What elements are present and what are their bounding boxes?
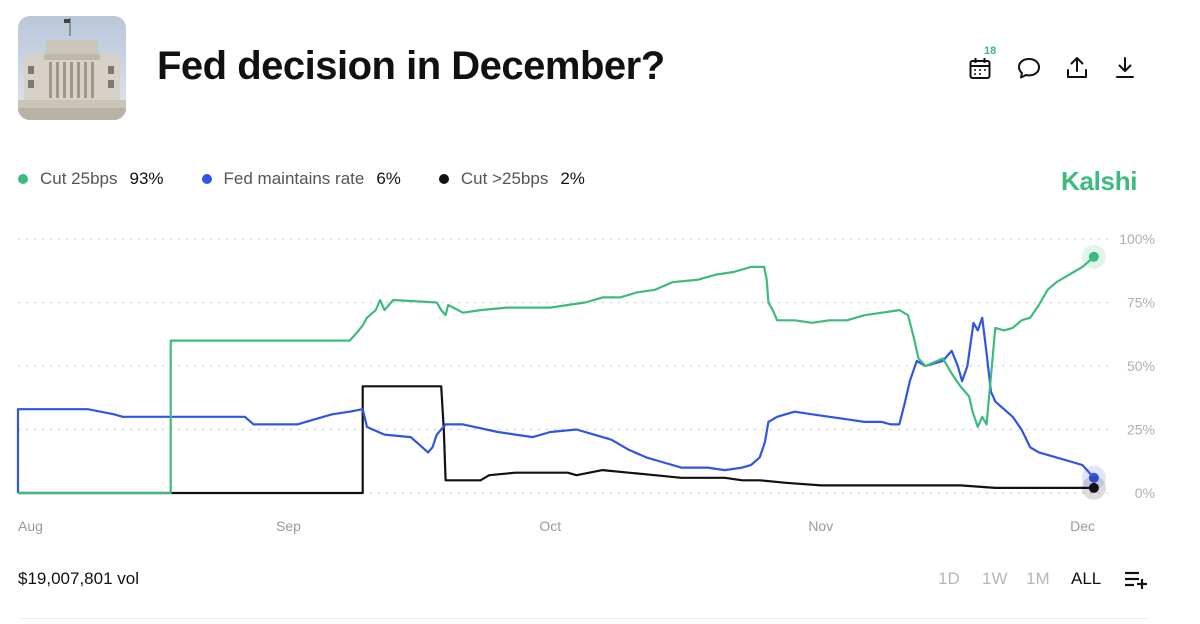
download-button[interactable] <box>1111 54 1139 82</box>
x-tick-label: Dec <box>1070 518 1095 534</box>
series-line-cut-25bps <box>18 255 1095 495</box>
legend-item-fed-maintains-rate[interactable]: Fed maintains rate 6% <box>201 169 401 189</box>
market-thumbnail <box>18 16 126 120</box>
add-to-list-button[interactable] <box>1123 567 1149 591</box>
series-line-fed-maintains-rate <box>16 316 1095 493</box>
end-marker <box>1088 251 1099 262</box>
federal-reserve-building-image <box>18 16 126 120</box>
legend-dot <box>18 174 28 184</box>
legend-label: Cut >25bps <box>460 169 549 188</box>
chart-legend: Cut 25bps 93% Fed maintains rate 6% Cut … <box>18 169 623 189</box>
comments-button[interactable] <box>1015 54 1043 82</box>
y-tick-label: 25% <box>1127 422 1155 438</box>
probability-chart[interactable]: 0% 25% 50% 75% 100% Aug Sep Oct Nov Dec <box>0 220 1200 545</box>
series-line-cut-25bps <box>18 385 1094 495</box>
page-title: Fed decision in December? <box>157 44 665 88</box>
legend-item-cut-over-25bps[interactable]: Cut >25bps 2% <box>438 169 585 189</box>
share-icon <box>1067 57 1087 78</box>
x-tick-label: Nov <box>808 518 833 534</box>
range-1d[interactable]: 1D <box>938 569 960 588</box>
legend-item-cut-25bps[interactable]: Cut 25bps 93% <box>18 169 164 189</box>
legend-label: Fed maintains rate <box>223 169 365 188</box>
share-button[interactable] <box>1063 54 1091 82</box>
y-tick-label: 50% <box>1127 358 1155 374</box>
y-tick-label: 100% <box>1119 231 1155 247</box>
x-tick-label: Oct <box>539 518 561 534</box>
legend-value: 6% <box>376 169 401 188</box>
brand-logo[interactable]: Kalshi <box>1061 166 1138 196</box>
legend-value: 93% <box>129 169 164 188</box>
calendar-button[interactable]: 18 <box>966 45 996 82</box>
y-tick-label: 0% <box>1135 485 1155 501</box>
download-icon <box>1116 57 1134 78</box>
legend-value: 2% <box>560 169 585 188</box>
end-marker <box>1088 482 1099 493</box>
x-tick-label: Sep <box>276 518 301 534</box>
range-all[interactable]: ALL <box>1071 569 1102 588</box>
divider <box>18 618 1148 619</box>
end-marker <box>1088 472 1099 483</box>
y-tick-label: 75% <box>1127 295 1155 311</box>
calendar-icon <box>969 58 991 79</box>
legend-dot <box>201 174 212 184</box>
playlist-add-icon <box>1125 571 1147 589</box>
comment-icon <box>1018 58 1040 79</box>
volume-label: $19,007,801 vol <box>18 569 139 588</box>
legend-label: Cut 25bps <box>40 169 118 188</box>
calendar-badge: 18 <box>984 45 997 57</box>
range-1w[interactable]: 1W <box>982 569 1008 588</box>
legend-dot <box>438 174 449 184</box>
x-tick-label: Aug <box>18 518 43 534</box>
range-1m[interactable]: 1M <box>1026 569 1050 588</box>
